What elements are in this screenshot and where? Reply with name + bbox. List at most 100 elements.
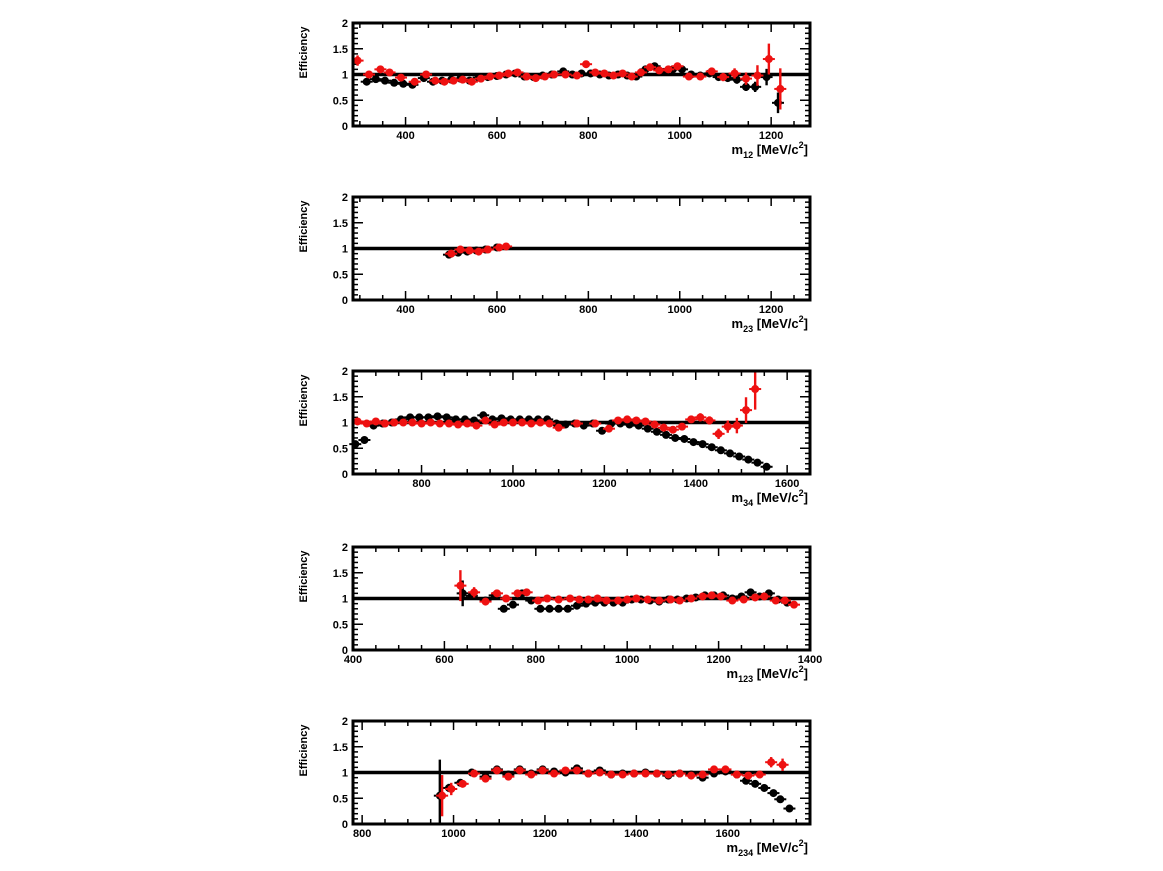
series-red <box>445 242 513 258</box>
data-point <box>630 769 639 778</box>
data-point <box>746 588 755 597</box>
data-point <box>790 600 799 609</box>
y-tick-label: 1 <box>342 768 348 780</box>
data-point <box>689 438 698 447</box>
data-point <box>687 594 696 603</box>
x-tick-label: 800 <box>527 654 545 666</box>
data-point <box>474 247 483 256</box>
data-point <box>643 424 652 433</box>
data-point <box>380 419 389 428</box>
data-point <box>435 419 444 428</box>
data-point <box>687 771 696 780</box>
data-point <box>728 596 737 605</box>
data-point <box>538 766 547 775</box>
data-point <box>561 70 570 79</box>
data-point <box>495 243 504 252</box>
x-axis-title: m34 [MeV/c2] <box>732 488 808 508</box>
data-point <box>600 69 609 78</box>
data-point <box>760 783 769 792</box>
data-point <box>666 595 675 604</box>
data-point <box>522 72 531 81</box>
data-point <box>431 76 440 85</box>
data-point <box>454 420 463 429</box>
data-point <box>504 69 513 78</box>
data-point <box>490 420 499 429</box>
y-tick-label: 0.5 <box>333 443 348 455</box>
data-point <box>719 73 728 82</box>
data-point <box>671 433 680 442</box>
x-axis-title: m23 [MeV/c2] <box>732 314 808 334</box>
data-point <box>680 434 689 443</box>
data-point <box>609 71 618 80</box>
data-point <box>527 770 536 779</box>
data-point <box>362 77 371 86</box>
data-point <box>751 385 760 394</box>
x-tick-label: 600 <box>488 130 506 142</box>
x-axis-title: m123 [MeV/c2] <box>727 664 808 684</box>
x-tick-label: 800 <box>412 478 430 490</box>
data-point <box>742 406 751 415</box>
data-point <box>554 604 563 613</box>
data-point <box>353 417 362 426</box>
data-point <box>730 69 739 78</box>
data-point <box>476 74 485 83</box>
x-tick-label: 1600 <box>775 478 799 490</box>
data-point <box>673 62 682 71</box>
data-point <box>687 415 696 424</box>
data-point <box>641 769 650 778</box>
x-tick-label: 600 <box>488 304 506 316</box>
data-point <box>739 595 748 604</box>
data-point <box>632 594 641 603</box>
data-point <box>643 595 652 604</box>
data-point <box>371 417 380 426</box>
data-point <box>515 766 524 775</box>
data-point <box>732 770 741 779</box>
data-point <box>641 417 650 426</box>
x-tick-label: 1000 <box>501 478 525 490</box>
data-point <box>504 772 513 781</box>
data-point <box>595 768 604 777</box>
data-point <box>499 418 508 427</box>
y-tick-label: 1 <box>342 70 348 82</box>
data-point <box>458 75 467 84</box>
y-tick-label: 0 <box>342 469 348 481</box>
data-point <box>447 249 456 258</box>
x-tick-label: 800 <box>579 304 597 316</box>
data-point <box>502 242 511 251</box>
data-point <box>714 429 723 438</box>
data-point <box>707 67 716 76</box>
y-tick-label: 0 <box>342 295 348 307</box>
data-point <box>426 418 435 427</box>
data-point <box>492 766 501 775</box>
data-point <box>360 436 369 445</box>
data-point <box>721 765 730 774</box>
data-point <box>561 766 570 775</box>
data-point <box>751 593 760 602</box>
data-point <box>662 430 671 439</box>
data-point <box>456 581 465 590</box>
data-point <box>707 443 716 452</box>
data-point <box>575 595 584 604</box>
data-point <box>502 594 511 603</box>
data-point <box>698 770 707 779</box>
plot-frame <box>351 195 812 302</box>
data-point <box>385 68 394 77</box>
data-point <box>550 769 559 778</box>
x-tick-label: 1000 <box>668 130 692 142</box>
x-tick-label: 1200 <box>759 304 783 316</box>
data-point <box>554 595 563 604</box>
data-point <box>705 416 714 425</box>
y-tick-label: 1.5 <box>333 568 348 580</box>
x-tick-label: 800 <box>579 130 597 142</box>
data-point <box>755 770 764 779</box>
data-point <box>536 418 545 427</box>
data-point <box>675 769 684 778</box>
data-point <box>716 446 725 455</box>
data-point <box>390 418 399 427</box>
x-tick-label: 1200 <box>533 828 557 840</box>
panel-0: 400 600 800 1000 1200 0 0.5 1 1.5 2 Efficiency m12 … <box>298 18 812 160</box>
y-tick-label: 1.5 <box>333 218 348 230</box>
data-point <box>742 82 751 91</box>
data-point <box>632 416 641 425</box>
data-point <box>465 246 474 255</box>
